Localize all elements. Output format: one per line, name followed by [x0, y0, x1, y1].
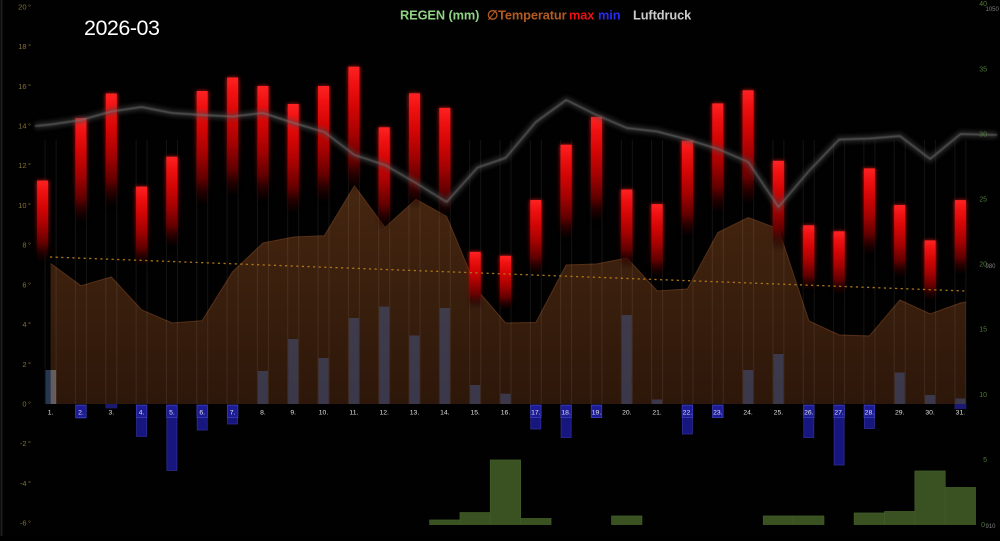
svg-text:6.: 6. [199, 410, 205, 417]
svg-text:10 °: 10 ° [18, 201, 31, 210]
svg-text:24.: 24. [743, 410, 753, 417]
svg-text:35: 35 [979, 66, 987, 73]
svg-text:18.: 18. [561, 410, 571, 417]
svg-text:14 °: 14 ° [18, 122, 31, 131]
svg-text:25.: 25. [774, 410, 784, 417]
svg-text:5: 5 [983, 457, 987, 464]
svg-text:20: 20 [979, 262, 987, 269]
svg-text:20.: 20. [622, 410, 632, 417]
svg-text:28.: 28. [865, 410, 875, 417]
svg-text:30.: 30. [925, 410, 935, 417]
svg-text:1.: 1. [48, 410, 54, 417]
svg-text:-4 °: -4 ° [20, 479, 31, 488]
svg-text:11.: 11. [349, 410, 358, 417]
svg-text:8.: 8. [260, 410, 266, 417]
svg-text:10: 10 [979, 392, 987, 399]
svg-text:16 °: 16 ° [18, 82, 31, 91]
svg-text:26.: 26. [804, 410, 814, 417]
svg-text:3.: 3. [108, 410, 114, 417]
svg-text:27.: 27. [834, 410, 844, 417]
svg-text:22.: 22. [683, 410, 693, 417]
svg-text:15.: 15. [470, 410, 480, 417]
svg-text:5.: 5. [169, 410, 175, 417]
svg-text:6 °: 6 ° [22, 280, 31, 289]
svg-text:8 °: 8 ° [22, 241, 31, 250]
svg-text:910: 910 [986, 524, 997, 530]
svg-text:-6 °: -6 ° [20, 519, 31, 528]
svg-text:2 °: 2 ° [22, 360, 31, 369]
svg-text:12 °: 12 ° [18, 161, 31, 170]
svg-text:0: 0 [981, 522, 985, 529]
svg-text:7.: 7. [230, 410, 236, 417]
svg-text:12.: 12. [379, 410, 389, 417]
svg-text:2.: 2. [78, 410, 84, 417]
svg-text:4 °: 4 ° [22, 320, 31, 329]
svg-text:19.: 19. [592, 410, 602, 417]
svg-text:16.: 16. [501, 410, 511, 417]
svg-text:29.: 29. [895, 410, 905, 417]
svg-text:14.: 14. [440, 410, 450, 417]
svg-text:9.: 9. [290, 410, 296, 417]
svg-text:980: 980 [986, 264, 997, 270]
svg-text:17.: 17. [531, 410, 541, 417]
svg-text:-2 °: -2 ° [20, 439, 31, 448]
svg-text:4.: 4. [139, 410, 145, 417]
svg-text:21.: 21. [652, 410, 662, 417]
svg-text:10.: 10. [319, 410, 329, 417]
svg-text:30: 30 [979, 131, 987, 138]
svg-text:23.: 23. [713, 410, 723, 417]
svg-text:13.: 13. [410, 410, 420, 417]
svg-text:15: 15 [979, 327, 987, 334]
svg-text:1050: 1050 [986, 7, 1000, 13]
svg-text:18 °: 18 ° [18, 42, 31, 51]
svg-text:31.: 31. [956, 410, 966, 417]
svg-text:2026-03: 2026-03 [84, 16, 160, 40]
svg-text:40: 40 [979, 1, 987, 8]
svg-text:20 °: 20 ° [18, 2, 31, 11]
svg-text:25: 25 [979, 197, 987, 204]
svg-text:0 °: 0 ° [22, 400, 31, 409]
